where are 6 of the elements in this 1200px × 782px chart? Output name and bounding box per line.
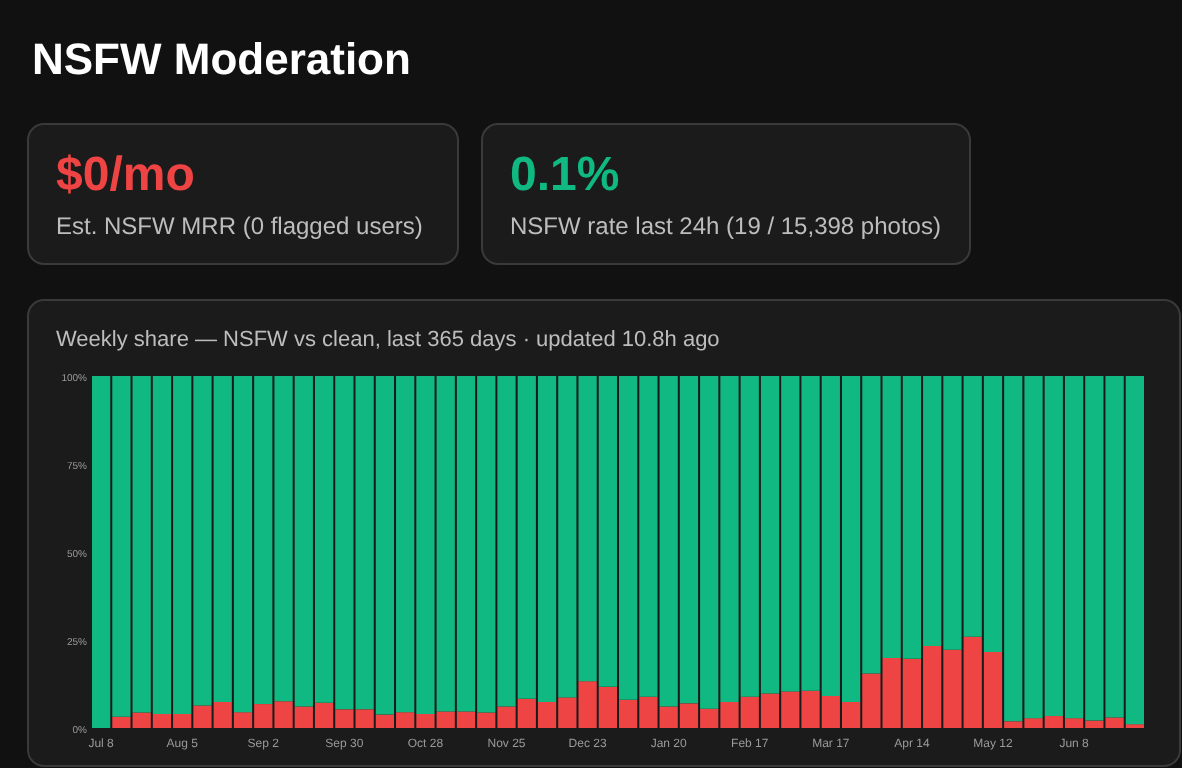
- chart-subtitle: Weekly share — NSFW vs clean, last 365 days · updated 10.8h ago: [56, 328, 720, 352]
- text: 0.1%: [510, 148, 620, 202]
- text: NSFW rate last 24h (19 / 15,398 photos): [510, 212, 941, 240]
- text: Est. NSFW MRR (0 flagged users): [56, 212, 423, 240]
- text: $0/mo: [56, 148, 195, 202]
- chart-title: NSFW Moderation: [32, 34, 411, 84]
